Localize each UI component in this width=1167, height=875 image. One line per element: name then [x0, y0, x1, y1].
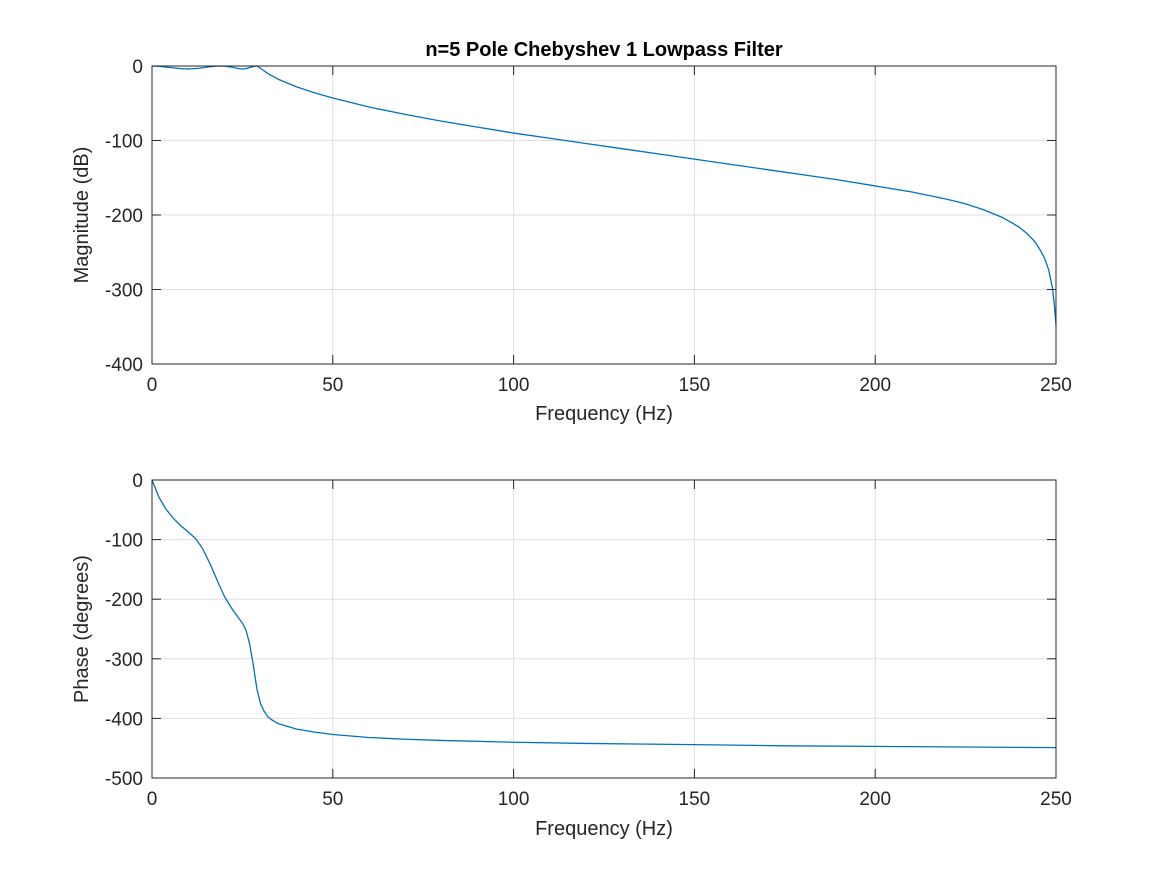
magnitude-y-axis-label: Magnitude (dB) [71, 147, 93, 284]
magnitude-y-tick-label: 0 [132, 57, 143, 78]
phase-ticks: 0 50 100 150 200 250 -500 -400 -300 -200 -100 0 [105, 471, 1072, 810]
phase-response-line [151, 479, 1057, 749]
phase-x-tick-label: 100 [498, 789, 530, 810]
magnitude-y-tick-label: -400 [105, 355, 143, 376]
magnitude-x-tick-label: 250 [1040, 375, 1072, 396]
phase-x-axis-label: Frequency (Hz) [535, 818, 673, 840]
chart-title: n=5 Pole Chebyshev 1 Lowpass Filter [425, 39, 783, 61]
phase-grid [152, 480, 1056, 778]
magnitude-plot: 0 50 100 150 200 250 -400 -300 -200 -100 0 n=5 Pol… [71, 39, 1072, 425]
phase-x-tick-label: 150 [679, 789, 711, 810]
magnitude-y-tick-label: -300 [105, 281, 143, 302]
magnitude-y-tick-label: -200 [105, 206, 143, 227]
magnitude-x-axis-label: Frequency (Hz) [535, 403, 673, 425]
phase-y-tick-label: -200 [105, 590, 143, 611]
phase-axes-background [152, 480, 1056, 778]
magnitude-x-tick-label: 150 [679, 375, 711, 396]
phase-y-axis-label: Phase (degrees) [71, 555, 93, 703]
phase-y-tick-label: -100 [105, 531, 143, 552]
magnitude-x-tick-label: 100 [498, 375, 530, 396]
magnitude-x-tick-label: 0 [147, 375, 158, 396]
phase-y-tick-label: -300 [105, 650, 143, 671]
magnitude-ticks: 0 50 100 150 200 250 -400 -300 -200 -100 0 [105, 57, 1072, 396]
magnitude-grid [152, 66, 1056, 364]
phase-y-tick-label: -400 [105, 709, 143, 730]
phase-x-tick-label: 250 [1040, 789, 1072, 810]
magnitude-x-tick-label: 200 [859, 375, 891, 396]
phase-x-tick-label: 0 [147, 789, 158, 810]
phase-x-tick-label: 50 [322, 789, 343, 810]
phase-axes-frame [151, 479, 1057, 779]
phase-y-tick-label: 0 [132, 471, 143, 492]
phase-y-tick-label: -500 [105, 769, 143, 790]
phase-x-tick-label: 200 [859, 789, 891, 810]
magnitude-x-tick-label: 50 [322, 375, 343, 396]
phase-plot: 0 50 100 150 200 250 -500 -400 -300 -200 -100 0 Fre… [71, 471, 1072, 840]
magnitude-y-tick-label: -100 [105, 132, 143, 153]
